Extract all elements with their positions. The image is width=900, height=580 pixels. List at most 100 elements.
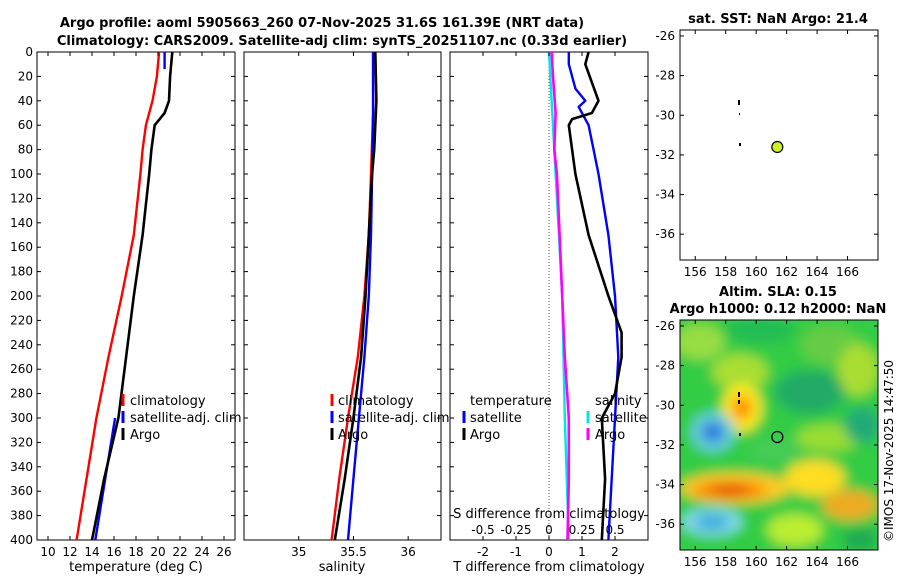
salinity-legend: climatology satellite-adj. clim Argo [330,394,450,443]
salinity-xlabel: salinity [319,560,366,575]
argo-float-marker [771,430,784,444]
series-line-argo [333,51,378,541]
temperature-legend: climatology satellite-adj. clim Argo [121,394,242,443]
x-tick-label: -2 [477,545,489,559]
legend-title-salinity: salinity [595,394,642,409]
x-tick-label: 16 [106,545,121,559]
x-tick-label: 24 [194,545,209,559]
legend-argo-label: Argo [595,428,625,443]
series-line-climatology [75,51,161,541]
legend-satellite-label: satellite-adj. clim [130,411,242,426]
series-line-argo [90,51,174,541]
x-tick-label: 35 [291,545,306,559]
map-x-tick-label: 162 [775,555,798,569]
y-tick-label: 20 [18,69,33,83]
y-tick-label: 80 [18,143,33,157]
coast-fragment [738,400,740,404]
temperature-axes-box [36,51,236,541]
map-y-tick-label: -34 [655,478,675,492]
map-x-tick-label: 160 [745,555,768,569]
x-tick-label: 12 [62,545,77,559]
map-x-tick-label: 156 [684,265,707,279]
series-line-s-argo [550,51,571,541]
map-y-tick-label: -26 [655,29,675,43]
x-tick-label: 10 [40,545,55,559]
credit-text: ©IMOS 17-Nov-2025 14:47:50 [882,360,896,542]
map-x-tick-label: 156 [684,555,707,569]
x-tick-label: 36 [401,545,416,559]
sla-heatmap-field [680,320,878,550]
map-y-tick-label: -36 [655,517,675,531]
coast-fragment [739,113,740,115]
top-x-tick-label: 0 [545,523,553,537]
map-y-tick-label: -26 [655,319,675,333]
coast-fragment [739,433,741,436]
salinity-difference-legend: salinity satellite Argo [586,394,647,443]
temperature-xlabel: temperature (deg C) [69,560,203,575]
figure-title-line2: Climatology: CARS2009. Satellite-adj cli… [57,34,627,49]
map-y-tick-label: -32 [655,438,675,452]
y-tick-label: 300 [10,411,33,425]
sst-map-title: sat. SST: NaN Argo: 21.4 [688,12,868,27]
map-x-tick-label: 158 [714,555,737,569]
map-y-tick-label: -34 [655,188,675,202]
map-y-tick-label: -30 [655,398,675,412]
x-tick-label: 18 [128,545,143,559]
map-x-tick-label: 160 [745,265,768,279]
map-x-tick-label: 166 [836,265,859,279]
y-tick-label: 320 [10,435,33,449]
temperature-difference-legend: temperature satellite Argo [462,394,552,443]
salinity-panel: 35 35.5 36 salinity climatology satellite-… [243,51,450,575]
legend-climatology-label: climatology [130,394,206,409]
y-tick-label: 340 [10,460,33,474]
x-tick-label: 14 [84,545,99,559]
difference-panel: -2 -1 0 1 2 -0.5 -0.25 0 0.25 0.5 T difference f… [449,51,649,575]
sla-map-axes-box [679,319,879,551]
legend-satellite-label: satellite-adj. clim [338,411,450,426]
series-line-satellite-adj-clim [346,52,375,541]
top-x-tick-label: -0.25 [500,523,531,537]
y-tick-label: 40 [18,94,33,108]
legend-argo-label: Argo [130,428,160,443]
map-y-tick-label: -28 [655,69,675,83]
y-tick-label: 100 [10,167,33,181]
legend-argo-label: Argo [470,428,500,443]
series-line-t-satellite [567,52,620,541]
figure-title-line1: Argo profile: aoml 5905663_260 07-Nov-20… [60,16,584,31]
map-y-tick-label: -32 [655,148,675,162]
sla-map-panel: 156 158 160 162 164 166 -26 -28 -30 -32 -34 -36 [655,319,879,569]
legend-satellite-label: satellite [595,411,647,426]
x-tick-label: 22 [172,545,187,559]
argo-float-marker [771,140,784,154]
y-tick-label: 260 [10,362,33,376]
x-tick-label: 35.5 [340,545,367,559]
coast-fragment [739,143,741,146]
difference-xlabel: T difference from climatology [452,560,645,575]
salinity-axes-box [243,51,442,541]
map-x-tick-label: 162 [775,265,798,279]
coast-fragment [738,392,740,397]
legend-argo-label: Argo [338,428,368,443]
y-tick-label: 380 [10,509,33,523]
difference-xlabel-top: S difference from climatology [453,507,645,522]
y-tick-label: 360 [10,484,33,498]
y-tick-label: 200 [10,289,33,303]
y-tick-label: 120 [10,191,33,205]
legend-title-temperature: temperature [470,394,552,409]
legend-satellite-label: satellite [470,411,522,426]
x-tick-label: 26 [216,545,231,559]
x-tick-label: 1 [578,545,586,559]
top-x-tick-label: -0.5 [471,523,494,537]
map-y-tick-label: -28 [655,359,675,373]
map-x-tick-label: 164 [806,555,829,569]
sla-map-title-line2: Argo h1000: 0.12 h2000: NaN [670,302,887,317]
y-tick-label: 220 [10,313,33,327]
map-x-tick-label: 158 [714,265,737,279]
sla-map-title-line1: Altim. SLA: 0.15 [719,285,837,300]
x-tick-label: -1 [510,545,522,559]
map-y-tick-label: -36 [655,227,675,241]
map-x-tick-label: 164 [806,265,829,279]
y-tick-label: 140 [10,216,33,230]
y-tick-label: 60 [18,118,33,132]
